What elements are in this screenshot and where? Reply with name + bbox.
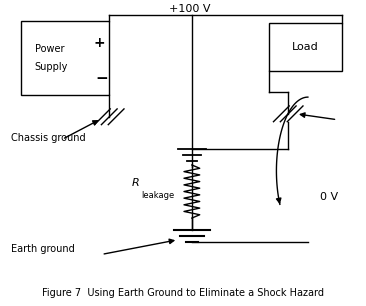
Text: Load: Load <box>292 42 318 52</box>
Bar <box>269 23 342 71</box>
Text: Chassis ground: Chassis ground <box>11 133 86 144</box>
Text: 0 V: 0 V <box>320 192 338 202</box>
Text: Earth ground: Earth ground <box>11 244 75 253</box>
Text: +100 V: +100 V <box>169 4 211 13</box>
Text: −: − <box>96 71 108 86</box>
Text: +: + <box>93 36 105 50</box>
Bar <box>21 21 109 95</box>
Text: $R$: $R$ <box>131 176 139 188</box>
Text: Power: Power <box>34 44 64 54</box>
Text: Supply: Supply <box>34 62 68 72</box>
Text: Figure 7  Using Earth Ground to Eliminate a Shock Hazard: Figure 7 Using Earth Ground to Eliminate… <box>42 288 324 298</box>
Text: leakage: leakage <box>142 191 175 200</box>
